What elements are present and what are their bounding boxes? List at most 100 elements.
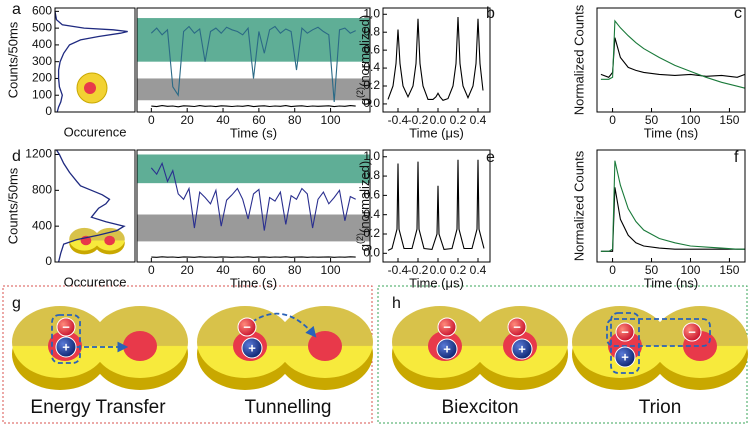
diagram-caption: Tunnelling <box>245 397 332 418</box>
hole <box>511 338 533 360</box>
x-tick-label: 100 <box>680 263 700 277</box>
y-tick-label: 0.6 <box>363 188 380 202</box>
hole <box>55 336 77 358</box>
x-tick-label: 150 <box>719 113 739 127</box>
electron-sign: − <box>443 319 451 334</box>
x-tick-label: 0 <box>609 113 616 127</box>
y-label-base: g <box>357 244 372 251</box>
electron-sign: − <box>621 324 629 339</box>
plot-frame <box>136 149 371 263</box>
electron-sign: − <box>688 324 696 339</box>
x-axis-label: Time (ns) <box>644 275 698 290</box>
state-band <box>137 154 370 184</box>
hole-sign: + <box>62 339 70 354</box>
x-tick-label: 20 <box>181 263 195 277</box>
x-tick-label: 100 <box>321 263 341 277</box>
y-tick-label: 1200 <box>25 147 52 161</box>
data-line <box>600 19 746 89</box>
inset-core <box>84 82 96 94</box>
electron <box>237 317 257 337</box>
hist-frame <box>54 7 136 113</box>
panel-label: h <box>392 295 401 312</box>
nanorod <box>572 306 748 390</box>
x-tick-label: 0.0 <box>430 263 447 277</box>
histogram-line <box>55 149 126 263</box>
data-line <box>150 161 356 231</box>
electron <box>682 322 702 342</box>
x-axis-label: Time (μs) <box>409 125 464 140</box>
x-tick-label: 60 <box>252 263 266 277</box>
x-tick-label: 0 <box>148 113 155 127</box>
diagram-caption: Energy Transfer <box>30 397 166 418</box>
electron <box>437 317 457 337</box>
hist-frame <box>54 149 136 263</box>
y-tick-label: 0.4 <box>363 207 380 221</box>
x-tick-label: 150 <box>719 263 739 277</box>
panel-label: d <box>12 148 21 165</box>
hole-sign: + <box>621 349 629 364</box>
hole <box>614 346 636 368</box>
y-tick-label: 300 <box>32 54 52 68</box>
y-axis-label: Counts/50ms <box>5 21 20 98</box>
panel-line: 0 50 100 150 Time (ns) Normalized Counts f <box>571 149 746 290</box>
data-line <box>151 105 356 108</box>
nanorod <box>12 306 188 390</box>
x-tick-label: -0.2 <box>408 263 429 277</box>
y-tick-label: 0.8 <box>363 24 380 38</box>
state-band <box>137 78 370 101</box>
y-tick-label: 0.0 <box>363 245 380 259</box>
x-tick-label: 50 <box>645 263 659 277</box>
x-tick-label: 20 <box>181 113 195 127</box>
data-line <box>600 160 745 252</box>
state-band <box>137 18 370 62</box>
panel-label: g <box>12 295 21 312</box>
y-tick-label: 0.2 <box>363 226 380 240</box>
panel-label: c <box>734 5 742 22</box>
y-tick-label: 400 <box>32 218 52 232</box>
data-line <box>150 25 356 102</box>
x-tick-label: -0.4 <box>388 263 409 277</box>
panel-line: 0 50 100 150 Time (ns) Normalized Counts c <box>571 4 746 140</box>
x-axis-label: Time (ns) <box>644 125 698 140</box>
charges: − + − + − − + + − − + <box>55 317 702 368</box>
panel-label: a <box>12 1 21 18</box>
x-tick-label: -0.2 <box>408 113 429 127</box>
x-tick-label: 0 <box>609 263 616 277</box>
y-tick-label: 100 <box>32 87 52 101</box>
y-tick-label: 0 <box>45 104 52 118</box>
hist-label: Occurence <box>64 124 127 139</box>
plot-frame <box>382 7 491 113</box>
y-tick-label: 0.2 <box>363 78 380 92</box>
electron <box>615 322 635 342</box>
x-axis-label: Time (μs) <box>409 275 464 290</box>
x-tick-label: 0.0 <box>430 113 447 127</box>
hole-sign: + <box>443 341 451 356</box>
pair-box <box>51 314 81 364</box>
data-line <box>600 37 746 78</box>
x-tick-label: 80 <box>288 113 302 127</box>
hist-label: Occurence <box>64 274 127 289</box>
data-line <box>151 256 356 258</box>
y-tick-label: 1.0 <box>363 149 380 163</box>
pair-box <box>606 318 711 347</box>
y-tick-label: 200 <box>32 71 52 85</box>
x-tick-label: 40 <box>216 113 230 127</box>
y-axis-label: g(2)(normalized) <box>355 161 372 251</box>
panel-label: e <box>486 149 495 166</box>
data-line <box>387 159 485 251</box>
panel-label: f <box>734 149 739 166</box>
state-band <box>137 214 370 242</box>
y-axis-label: Normalized Counts <box>571 4 586 115</box>
panel-blink: 0 20 40 60 80 100 0 100 200 300 400 500 600 Occurence… <box>5 1 371 140</box>
hole <box>436 338 458 360</box>
electron <box>507 317 527 337</box>
y-tick-label: 0 <box>45 254 52 268</box>
y-tick-label: 0.8 <box>363 168 380 182</box>
inset-rod <box>69 227 125 255</box>
plot-frame <box>596 149 746 263</box>
y-label-base: g <box>357 98 372 105</box>
x-tick-label: 0.4 <box>470 113 487 127</box>
x-tick-label: 60 <box>252 113 266 127</box>
plot-frame <box>596 7 746 113</box>
